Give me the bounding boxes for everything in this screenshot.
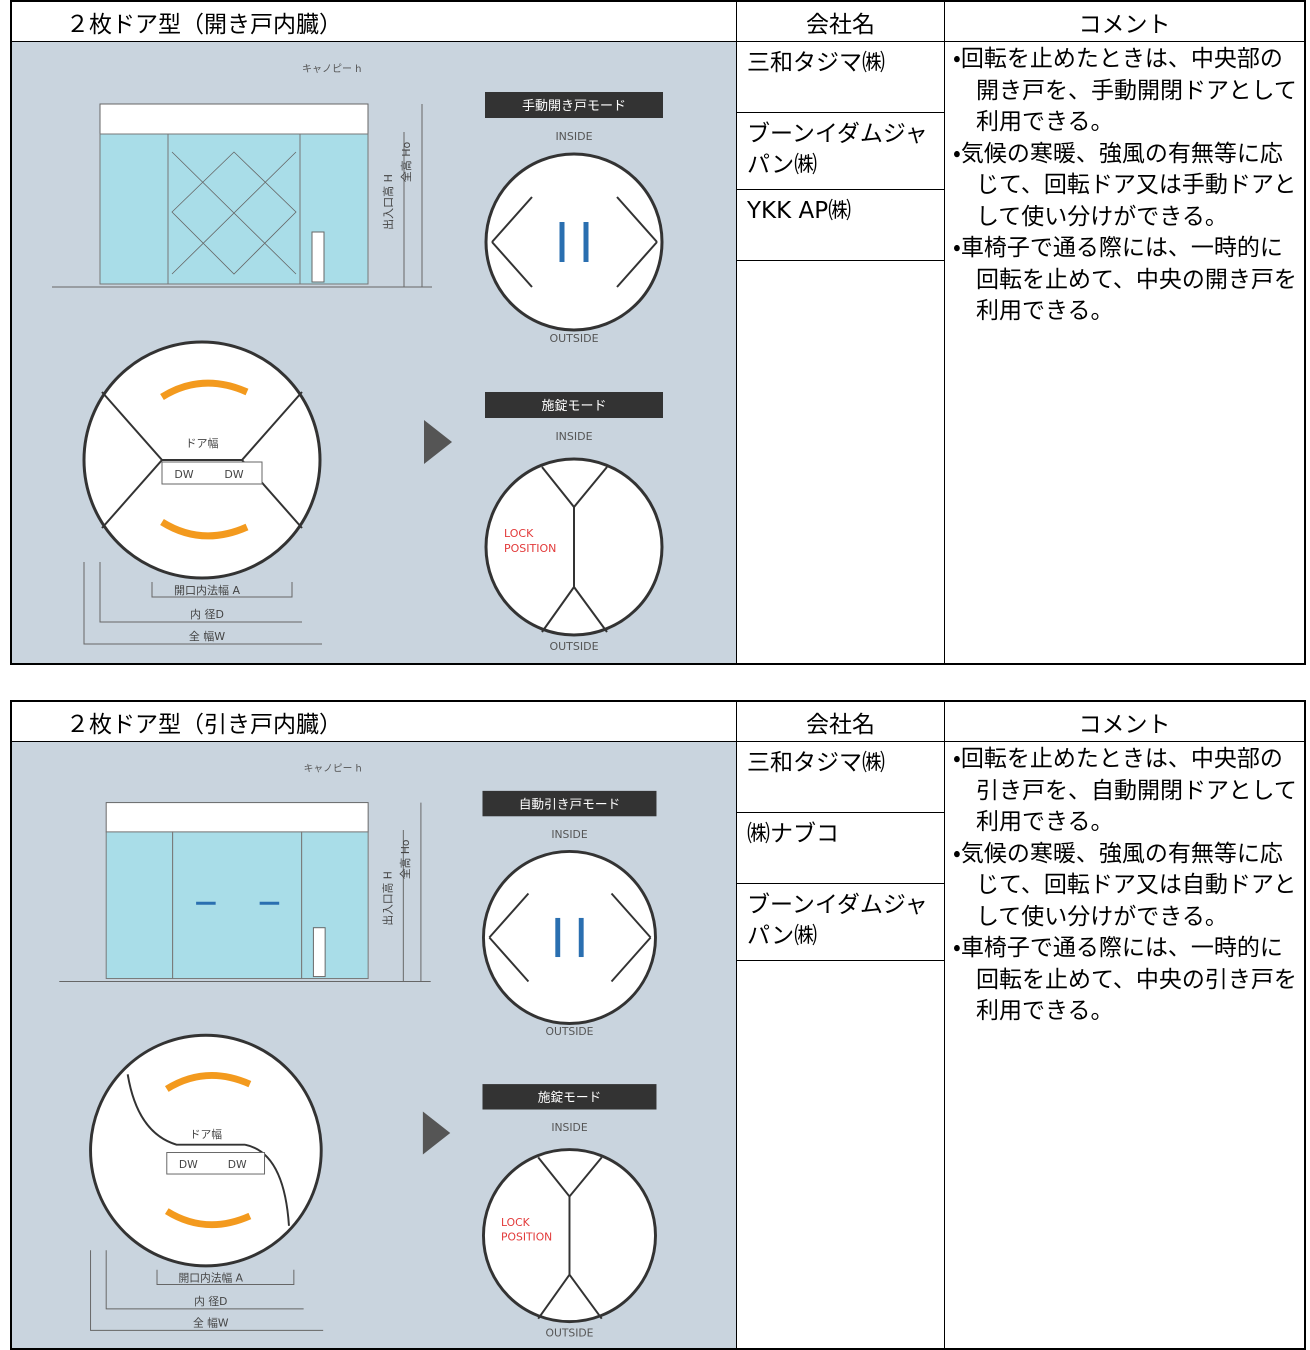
label: POSITION [504,542,556,555]
label: キャノピー h [304,762,362,774]
label: 内 径D [190,607,224,621]
arrow [164,1208,252,1229]
post [311,231,325,283]
comment-item: ・車椅子で通る際には、一時的に回転を止めて、中央の引き戸を利用できる。 [953,935,1297,1024]
dw-box [161,461,263,485]
drawing: キャノピー h 出入口高 H 全高 Ho ドア幅 DW DW 開口内法幅 A 内 径D 全 幅W… [59,762,657,1339]
label: POSITION [501,1230,552,1243]
label: OUTSIDE [549,640,598,653]
label: 開口内法幅 A [174,583,240,597]
label: DW [179,1158,198,1171]
company-cell: 三和タジマ㈱ ブーンイダムジャパン㈱ YKK AP㈱ [736,42,944,663]
header-cell: ２枚ドア型（開き戸内臓） [12,2,736,42]
label: LOCK [504,527,534,540]
company-name: 三和タジマ㈱ [737,742,944,813]
comment-item: ・気候の寒暖、強風の有無等に応じて、回転ドア又は手動ドアとして使い分けができる。 [953,140,1297,230]
table: ２枚ドア型（開き戸内臓） 会社名 コメントキャノピー h 出入口高 H 全高 Ho ドア幅… [10,0,1306,665]
header-cell: 会社名 [736,702,944,742]
label: 施錠モード [541,399,606,414]
wings [488,892,652,983]
company-name: YKK AP㈱ [737,190,944,261]
comment-item: ・回転を止めたときは、中央部の開き戸を、手動開閉ドアとして利用できる。 [953,46,1297,135]
table: ２枚ドア型（引き戸内臓） 会社名 コメントキャノピー h 出入口高 H 全高 Ho ドア幅… [10,700,1306,1350]
arrow [164,1072,252,1092]
diagram: キャノピー h 出入口高 H 全高 Ho ドア幅 DW DW 開口内法幅 A 内 径D 全 幅W… [59,762,657,1339]
label: INSIDE [551,828,587,841]
label: 開口内法幅 A [179,1272,244,1285]
label: OUTSIDE [545,1025,593,1038]
dw-box [166,1152,266,1175]
post [312,927,326,978]
diagram-cell: キャノピー h 出入口高 H 全高 Ho ドア幅 DW DW 開口内法幅 A 内 径D 全 幅W… [12,742,736,1348]
label: INSIDE [551,1121,587,1134]
canopy [105,802,369,833]
comment-item: ・回転を止めたときは、中央部の引き戸を、自動開閉ドアとして利用できる。 [953,746,1297,835]
glass [105,831,174,980]
header-cell: コメント [944,702,1304,742]
company-cell: 三和タジマ㈱ ㈱ナブコ ブーンイダムジャパン㈱ [736,742,944,1348]
label: INSIDE [555,130,592,143]
glass [99,133,169,285]
label: 出入口高 H [382,871,395,926]
company-name: ブーンイダムジャパン㈱ [737,884,944,961]
label: DW [174,468,193,481]
header-cell: コメント [944,2,1304,42]
mode-box [485,392,663,418]
header-cell: ２枚ドア型（引き戸内臓） [12,702,736,742]
label: DW [228,1158,247,1171]
label: 内 径D [194,1295,227,1308]
glass [167,133,301,285]
canopy [99,103,369,135]
company-name: ブーンイダムジャパン㈱ [737,113,944,190]
label: 全 幅W [189,629,225,643]
label: ドア幅 [190,1128,223,1141]
glass [301,831,369,980]
label: INSIDE [555,430,592,443]
drum [89,1033,323,1268]
label: キャノピー h [302,63,362,75]
diagram-cell: キャノピー h 出入口高 H 全高 Ho ドア幅 DW DW 開口内法幅 A 内 径D 全 幅W… [12,42,736,663]
company-name: ㈱ナブコ [737,813,944,884]
label: LOCK [501,1216,531,1229]
glass [299,133,369,285]
comment-item: ・車椅子で通る際には、一時的に回転を止めて、中央の開き戸を利用できる。 [953,235,1297,324]
diagram: キャノピー h 出入口高 H 全高 Ho ドア幅 DW DW 開口内法幅 A 内 径D 全 幅W… [52,63,664,653]
wings [126,1074,290,1226]
wings [491,196,658,288]
glass [172,831,303,980]
label: DW [224,468,243,481]
comment-item: ・気候の寒暖、強風の有無等に応じて、回転ドア又は自動ドアとして使い分けができる。 [953,840,1297,930]
comment-cell: ・回転を止めたときは、中央部の引き戸を、自動開閉ドアとして利用できる。 ・気候の寒… [944,742,1304,1348]
drum [482,850,657,1025]
wings [537,1156,603,1320]
company-name: 三和タジマ㈱ [737,42,944,113]
label: 施錠モード [538,1090,601,1105]
label: 出入口高 H [381,174,395,230]
label: 全 幅W [193,1316,229,1329]
dims [90,1250,324,1331]
label: OUTSIDE [545,1326,593,1339]
dims [83,562,322,645]
label: 全高 Ho [399,840,412,880]
drawing: キャノピー h 出入口高 H 全高 Ho ドア幅 DW DW 開口内法幅 A 内 径D 全 幅W… [52,63,664,653]
mode-box [485,92,663,118]
header-cell: 会社名 [736,2,944,42]
arrow-head [424,420,452,464]
comment-cell: ・回転を止めたときは、中央部の開き戸を、手動開閉ドアとして利用できる。 ・気候の寒… [944,42,1304,663]
door-lines [171,151,297,275]
wings [541,466,608,633]
label: OUTSIDE [549,332,598,345]
arrow-head [422,1111,451,1155]
arrow [160,519,249,540]
mode-box [482,790,657,817]
drum [484,152,664,332]
mode-box [482,1084,657,1110]
label: 全高 Ho [399,141,413,182]
label: 自動引き戸モード [519,796,620,811]
label: ドア幅 [186,437,219,450]
label: 手動開き戸モード [522,99,626,114]
arrow [160,379,249,400]
